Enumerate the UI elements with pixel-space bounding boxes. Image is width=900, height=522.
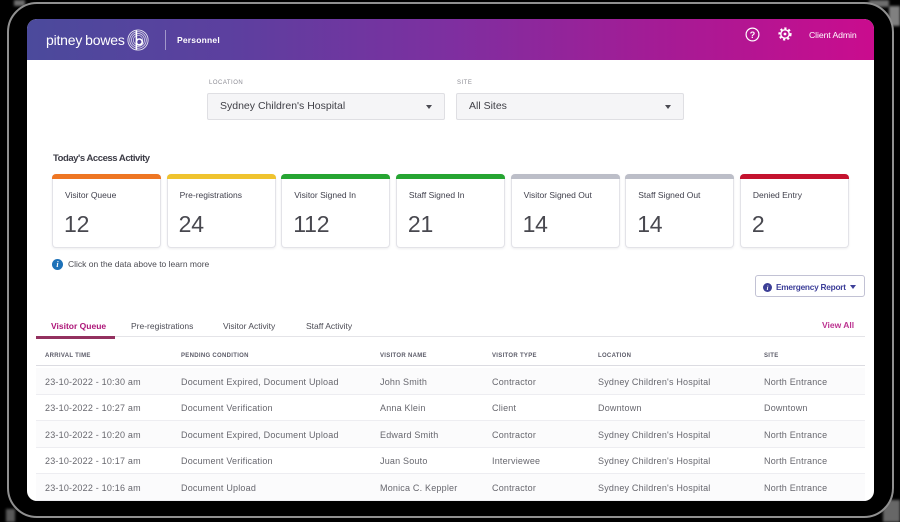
svg-text:i: i <box>767 285 769 292</box>
svg-text:?: ? <box>750 30 756 40</box>
svg-text:i: i <box>56 260 59 269</box>
